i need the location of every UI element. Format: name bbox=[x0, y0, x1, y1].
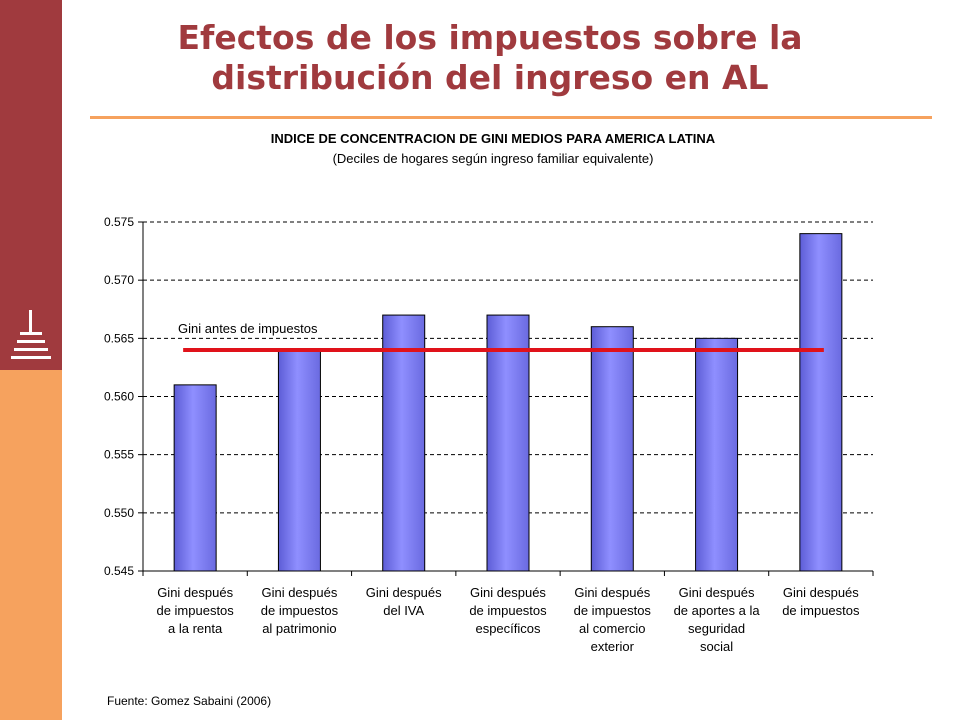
y-tick-label: 0.565 bbox=[104, 331, 134, 345]
x-tick-label: al comercio bbox=[579, 621, 645, 636]
x-tick-label: de impuestos bbox=[782, 603, 860, 618]
x-tick-label: al patrimonio bbox=[262, 621, 336, 636]
slide-title: Efectos de los impuestos sobre la distri… bbox=[90, 18, 890, 98]
x-tick-label: a la renta bbox=[168, 621, 223, 636]
y-tick-label: 0.560 bbox=[104, 390, 134, 404]
chart-subtitle: (Deciles de hogares según ingreso famili… bbox=[332, 151, 654, 166]
x-tick-label: Gini después bbox=[261, 585, 337, 600]
x-tick-label: de impuestos bbox=[574, 603, 652, 618]
title-divider bbox=[90, 116, 932, 119]
bar bbox=[486, 314, 530, 572]
bar bbox=[382, 314, 426, 572]
bar bbox=[590, 326, 634, 572]
bar bbox=[173, 384, 217, 572]
slide-title-line-2: distribución del ingreso en AL bbox=[211, 58, 769, 97]
source-note: Fuente: Gomez Sabaini (2006) bbox=[107, 694, 272, 708]
chart-title: INDICE DE CONCENTRACION DE GINI MEDIOS P… bbox=[270, 131, 716, 146]
x-tick-label: Gini después bbox=[366, 585, 442, 600]
reference-line-label: Gini antes de impuestos bbox=[178, 321, 318, 336]
x-tick-label: Gini después bbox=[470, 585, 546, 600]
bar bbox=[695, 337, 739, 572]
x-tick-label: de impuestos bbox=[261, 603, 339, 618]
left-decorative-band-bottom bbox=[0, 370, 62, 720]
logo-icon bbox=[11, 310, 51, 359]
y-tick-label: 0.555 bbox=[104, 448, 134, 462]
x-tick-label: exterior bbox=[591, 639, 635, 654]
bar bbox=[277, 349, 321, 572]
bar bbox=[799, 233, 843, 572]
y-tick-label: 0.575 bbox=[104, 215, 134, 229]
x-tick-label: social bbox=[700, 639, 733, 654]
y-tick-label: 0.570 bbox=[104, 273, 134, 287]
left-decorative-band-top bbox=[0, 0, 62, 370]
x-tick-label: de impuestos bbox=[469, 603, 547, 618]
x-tick-label: seguridad bbox=[688, 621, 745, 636]
x-tick-label: de aportes a la bbox=[674, 603, 761, 618]
slide-title-line-1: Efectos de los impuestos sobre la bbox=[177, 18, 803, 57]
y-tick-label: 0.550 bbox=[104, 506, 134, 520]
x-tick-label: específicos bbox=[475, 621, 541, 636]
x-tick-label: Gini después bbox=[783, 585, 859, 600]
x-tick-label: Gini después bbox=[157, 585, 233, 600]
y-tick-label: 0.545 bbox=[104, 564, 134, 578]
x-tick-label: Gini después bbox=[679, 585, 755, 600]
x-tick-label: de impuestos bbox=[156, 603, 234, 618]
x-tick-label: del IVA bbox=[383, 603, 424, 618]
x-tick-label: Gini después bbox=[574, 585, 650, 600]
